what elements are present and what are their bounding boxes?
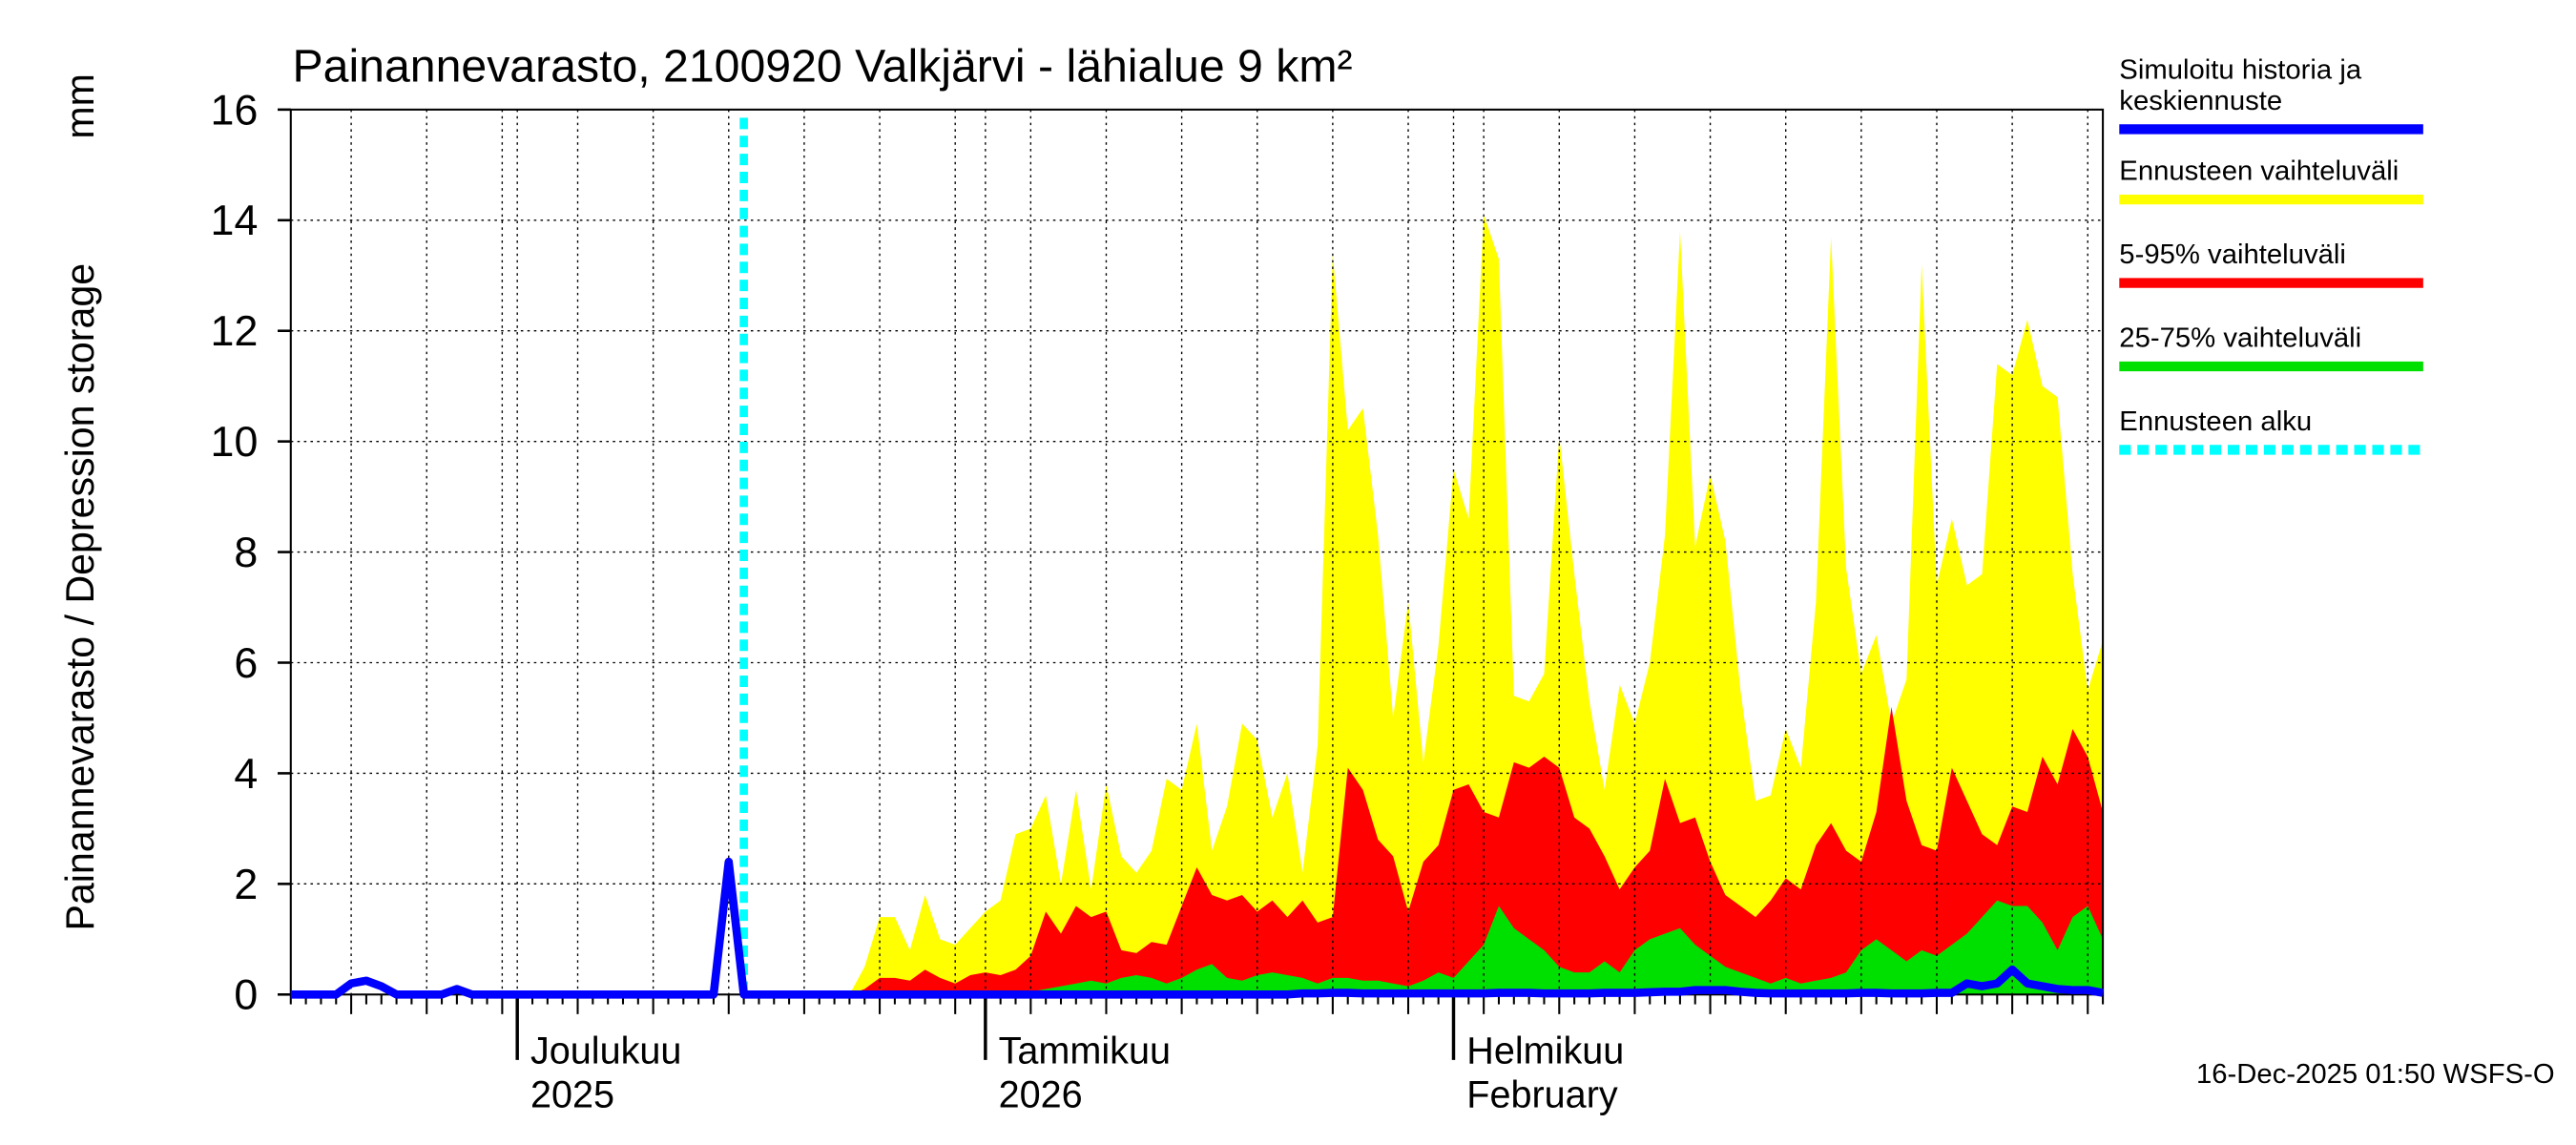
- x-tick-label: Tammikuu: [999, 1030, 1171, 1072]
- series-line: [290, 857, 2104, 999]
- chart-title: Painannevarasto, 2100920 Valkjärvi - läh…: [293, 41, 1353, 93]
- legend-label: Ennusteen alku: [2119, 406, 2313, 437]
- legend-text: Ennusteen alku: [2119, 406, 2313, 437]
- legend-label: Ennusteen vaihteluväli: [2119, 155, 2399, 187]
- legend-text: Ennusteen vaihteluväli: [2119, 155, 2399, 187]
- legend-text: Simuloitu historia ja keskiennuste: [2119, 53, 2362, 116]
- legend-label: 5-95% vaihteluväli: [2119, 239, 2346, 270]
- y-tick-label: 0: [234, 972, 258, 1019]
- plot-area: [849, 214, 2104, 995]
- band-area: [849, 706, 2104, 995]
- y-axis-label: Painannevarasto / Depression storage: [58, 263, 102, 931]
- x-tick-label: Joulukuu: [530, 1030, 681, 1072]
- y-tick-label: 8: [234, 530, 258, 576]
- y-tick-label: 10: [211, 419, 259, 466]
- band-area: [849, 214, 2104, 995]
- y-tick-label: 16: [211, 87, 259, 134]
- y-tick-label: 2: [234, 862, 258, 908]
- x-tick-label: 2025: [530, 1074, 614, 1116]
- legend-label: 25-75% vaihteluväli: [2119, 322, 2362, 354]
- x-tick-label: February: [1466, 1074, 1618, 1116]
- y-tick-label: 14: [211, 198, 259, 244]
- footer: 16-Dec-2025 01:50 WSFS-O: [2196, 1059, 2555, 1090]
- y-tick-label: 12: [211, 308, 259, 355]
- legend-text: 5-95% vaihteluväli: [2119, 239, 2346, 270]
- y-tick-label: 6: [234, 640, 258, 687]
- legend-label: Simuloitu historia ja keskiennuste: [2119, 53, 2362, 116]
- x-tick-label: Helmikuu: [1466, 1030, 1624, 1072]
- y-axis-unit: mm: [58, 73, 102, 139]
- y-tick-label: 4: [234, 751, 258, 798]
- x-tick-label: 2026: [999, 1074, 1083, 1116]
- legend-text: 25-75% vaihteluväli: [2119, 322, 2362, 354]
